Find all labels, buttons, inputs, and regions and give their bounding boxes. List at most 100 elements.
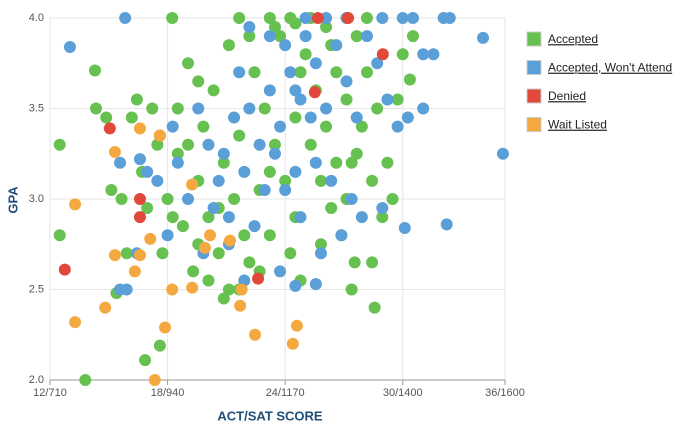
point xyxy=(289,84,302,97)
point xyxy=(376,12,389,24)
point xyxy=(182,138,195,151)
point xyxy=(88,64,101,77)
point xyxy=(427,48,440,61)
point xyxy=(381,93,394,106)
point xyxy=(171,147,184,160)
point xyxy=(263,165,276,178)
point xyxy=(114,156,127,169)
point xyxy=(133,153,146,166)
y-tick-label: 4.0 xyxy=(29,12,44,24)
point xyxy=(308,86,321,99)
point xyxy=(406,12,419,24)
point xyxy=(294,66,307,79)
point xyxy=(477,31,490,44)
point xyxy=(99,301,112,314)
point xyxy=(248,66,261,79)
point xyxy=(198,241,211,254)
point xyxy=(355,211,368,224)
x-axis-title: ACT/SAT SCORE xyxy=(217,408,323,423)
point xyxy=(187,265,200,278)
point xyxy=(304,138,317,151)
point xyxy=(398,221,411,234)
legend-item[interactable]: Accepted xyxy=(526,31,598,47)
point xyxy=(371,102,384,115)
point xyxy=(223,234,236,247)
point xyxy=(182,57,195,70)
point xyxy=(371,57,384,70)
point xyxy=(348,256,361,269)
point xyxy=(311,12,324,24)
legend-label: Accepted, Won't Attend xyxy=(548,61,672,75)
point xyxy=(284,66,297,79)
y-tick-label: 3.5 xyxy=(29,102,44,114)
point xyxy=(108,145,121,158)
point xyxy=(156,247,169,260)
point xyxy=(153,129,166,142)
point xyxy=(238,165,251,178)
legend-item[interactable]: Accepted, Won't Attend xyxy=(526,60,672,75)
point xyxy=(207,84,220,97)
point xyxy=(401,111,414,124)
point xyxy=(243,256,256,269)
point xyxy=(350,111,363,124)
x-tick-label: 30/1400 xyxy=(383,387,423,399)
point xyxy=(233,12,246,24)
point xyxy=(263,229,276,242)
point xyxy=(186,178,199,191)
point xyxy=(108,249,121,262)
x-tick-label: 36/1600 xyxy=(485,387,525,399)
point xyxy=(340,93,353,106)
point xyxy=(376,48,389,61)
point xyxy=(69,198,82,211)
point xyxy=(396,48,409,61)
point xyxy=(148,374,161,386)
point xyxy=(417,102,430,115)
point xyxy=(53,229,66,242)
point xyxy=(355,120,368,133)
point xyxy=(294,211,307,224)
point xyxy=(342,12,355,24)
point xyxy=(114,283,127,296)
legend-item[interactable]: Wait Listed xyxy=(526,117,607,132)
point xyxy=(144,232,157,245)
legend-item[interactable]: Denied xyxy=(526,88,586,104)
point xyxy=(258,183,271,196)
point xyxy=(103,122,116,135)
point xyxy=(391,93,404,106)
point xyxy=(151,138,164,151)
legend-swatch xyxy=(526,31,542,47)
point xyxy=(161,229,174,242)
point xyxy=(204,229,217,242)
point xyxy=(238,274,251,287)
point xyxy=(90,102,103,115)
point xyxy=(133,249,146,262)
point xyxy=(133,211,146,224)
point xyxy=(289,279,302,292)
point xyxy=(376,202,389,215)
point xyxy=(268,21,281,34)
point xyxy=(314,174,327,187)
point xyxy=(360,12,373,24)
point xyxy=(228,193,241,205)
point xyxy=(238,229,251,242)
y-axis-title: GPA xyxy=(5,186,20,214)
point xyxy=(284,247,297,260)
point xyxy=(249,328,262,341)
x-tick-label: 24/1170 xyxy=(266,387,305,399)
point xyxy=(376,211,389,224)
point xyxy=(330,66,343,79)
point xyxy=(217,292,230,305)
point xyxy=(263,30,276,43)
point xyxy=(299,48,312,61)
point xyxy=(252,272,265,285)
point xyxy=(235,283,248,296)
point xyxy=(166,211,179,224)
point xyxy=(202,274,215,287)
point xyxy=(192,102,205,115)
point xyxy=(130,93,143,106)
point xyxy=(443,12,456,24)
point xyxy=(166,12,179,24)
point xyxy=(345,283,358,296)
legend-label: Accepted xyxy=(548,32,598,46)
